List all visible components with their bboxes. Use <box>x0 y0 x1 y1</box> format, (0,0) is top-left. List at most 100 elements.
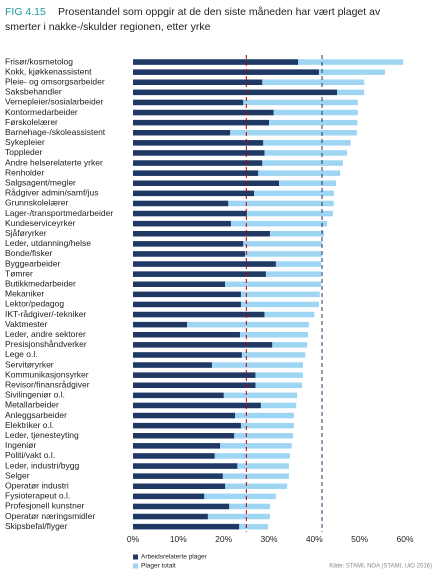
legend-swatch <box>133 554 138 560</box>
bar <box>133 59 299 65</box>
bar <box>133 99 358 106</box>
bar <box>133 463 238 469</box>
x-tick-label: 0% <box>127 534 140 544</box>
bar <box>133 321 309 328</box>
y-tick-label: Salgsagent/megler <box>5 178 76 188</box>
bar <box>133 473 223 479</box>
y-tick-label: Lege o.l. <box>5 349 38 359</box>
bar <box>133 493 276 500</box>
y-tick-label: Leder, tjenesteyting <box>5 430 79 440</box>
y-tick-label: Anleggsarbeider <box>5 410 67 420</box>
bar <box>133 281 322 287</box>
y-tick-label: Vaktmester <box>5 319 48 329</box>
x-tick-label: 60% <box>396 534 413 544</box>
source: Kilde: STAMI, NOA (STAMI, UiO 2016) <box>329 564 432 570</box>
bar <box>133 523 240 530</box>
bar <box>133 362 212 368</box>
y-tick-label: Byggearbeider <box>5 258 60 268</box>
bar <box>133 412 235 419</box>
bar <box>133 220 231 227</box>
y-tick-label: Tømrer <box>5 268 33 278</box>
x-tick-label: 40% <box>306 534 323 544</box>
legend-label: Arbeidsrelaterte plager <box>141 554 208 561</box>
bar <box>133 180 279 186</box>
y-tick-label: Operatør industri <box>5 481 69 491</box>
y-tick-label: Førskolelærer <box>5 117 58 127</box>
y-tick-label: Kundeserviceyrker <box>5 218 76 228</box>
x-tick-label: 20% <box>215 534 232 544</box>
bar <box>133 402 261 409</box>
y-tick-label: Selger <box>5 470 30 480</box>
x-tick-label: 10% <box>170 534 187 544</box>
bar <box>133 433 235 439</box>
bar <box>133 362 303 368</box>
y-tick-label: Leder, industri/bygg <box>5 460 79 470</box>
y-tick-label: Kommunikasjonsyrker <box>5 369 89 379</box>
bar <box>133 281 226 287</box>
bar <box>133 422 241 429</box>
bar <box>133 352 242 358</box>
bar <box>133 69 319 75</box>
chart-title: Prosentandel som oppgir at de den siste … <box>58 6 381 18</box>
bar <box>133 453 215 459</box>
bar <box>133 200 334 207</box>
bar <box>133 311 265 318</box>
y-tick-label: Leder, andre sektorer <box>5 329 86 339</box>
bar <box>133 130 357 136</box>
bar <box>133 130 231 136</box>
bar <box>133 261 276 267</box>
y-tick-label: Lager-/transportmedarbeider <box>5 208 113 218</box>
y-tick-label: Bonde/fisker <box>5 248 52 258</box>
y-tick-label: Vernepleier/sosialarbeider <box>5 97 103 107</box>
y-tick-label: Andre helserelaterte yrker <box>5 157 103 167</box>
bar <box>133 271 266 277</box>
bar <box>133 321 187 328</box>
bar <box>133 493 205 500</box>
y-tick-label: Sivilingeniør o.l. <box>5 390 65 400</box>
bar <box>133 251 245 257</box>
y-tick-label: Saksbehandler <box>5 87 62 97</box>
y-tick-label: Sykepleier <box>5 137 45 147</box>
x-tick-label: 30% <box>260 534 277 544</box>
x-tick-label: 50% <box>351 534 368 544</box>
bar <box>133 342 273 348</box>
y-tick-label: IKT-rådgiver/-tekniker <box>5 309 86 319</box>
y-tick-label: Presisjonshåndverker <box>5 339 87 349</box>
bar <box>133 291 241 298</box>
y-tick-label: Skipsbefal/flyger <box>5 521 68 531</box>
bar <box>133 150 265 156</box>
bar <box>133 99 244 106</box>
bar <box>133 170 259 176</box>
bar <box>133 119 269 126</box>
y-tick-label: Kokk, kjøkkenassistent <box>5 66 92 76</box>
chart-title: smerter i nakke-/skulder regionen, etter… <box>5 21 211 33</box>
bar <box>133 513 208 520</box>
bar <box>133 483 226 489</box>
legend-label: Plager totalt <box>141 563 176 570</box>
y-tick-label: Frisør/kosmetolog <box>5 56 73 66</box>
y-tick-label: Politi/vakt o.l. <box>5 450 55 460</box>
y-tick-label: Kontormedarbeider <box>5 107 78 117</box>
y-tick-label: Renholder <box>5 167 44 177</box>
y-tick-label: Metallarbeider <box>5 400 59 410</box>
bar <box>133 231 270 237</box>
bar <box>133 443 221 449</box>
y-tick-label: Mekaniker <box>5 289 44 299</box>
bar <box>133 190 255 197</box>
y-tick-label: Barnehage-/skoleassistent <box>5 127 106 137</box>
bar <box>133 79 263 85</box>
bar <box>133 332 240 338</box>
bar <box>133 372 256 378</box>
y-tick-label: Profesjonell kunstner <box>5 501 85 511</box>
figure-label: FIG 4.15 <box>5 6 46 18</box>
y-tick-label: Ingeniør <box>5 440 36 450</box>
y-tick-label: Leder, utdanning/helse <box>5 238 91 248</box>
y-tick-label: Operatør næringsmidler <box>5 511 95 521</box>
bar <box>133 241 244 247</box>
bar <box>133 89 337 96</box>
bar <box>133 301 241 308</box>
y-tick-label: Fysioterapeut o.l. <box>5 491 70 501</box>
bar <box>133 392 224 399</box>
y-tick-label: Servitøryrker <box>5 359 54 369</box>
